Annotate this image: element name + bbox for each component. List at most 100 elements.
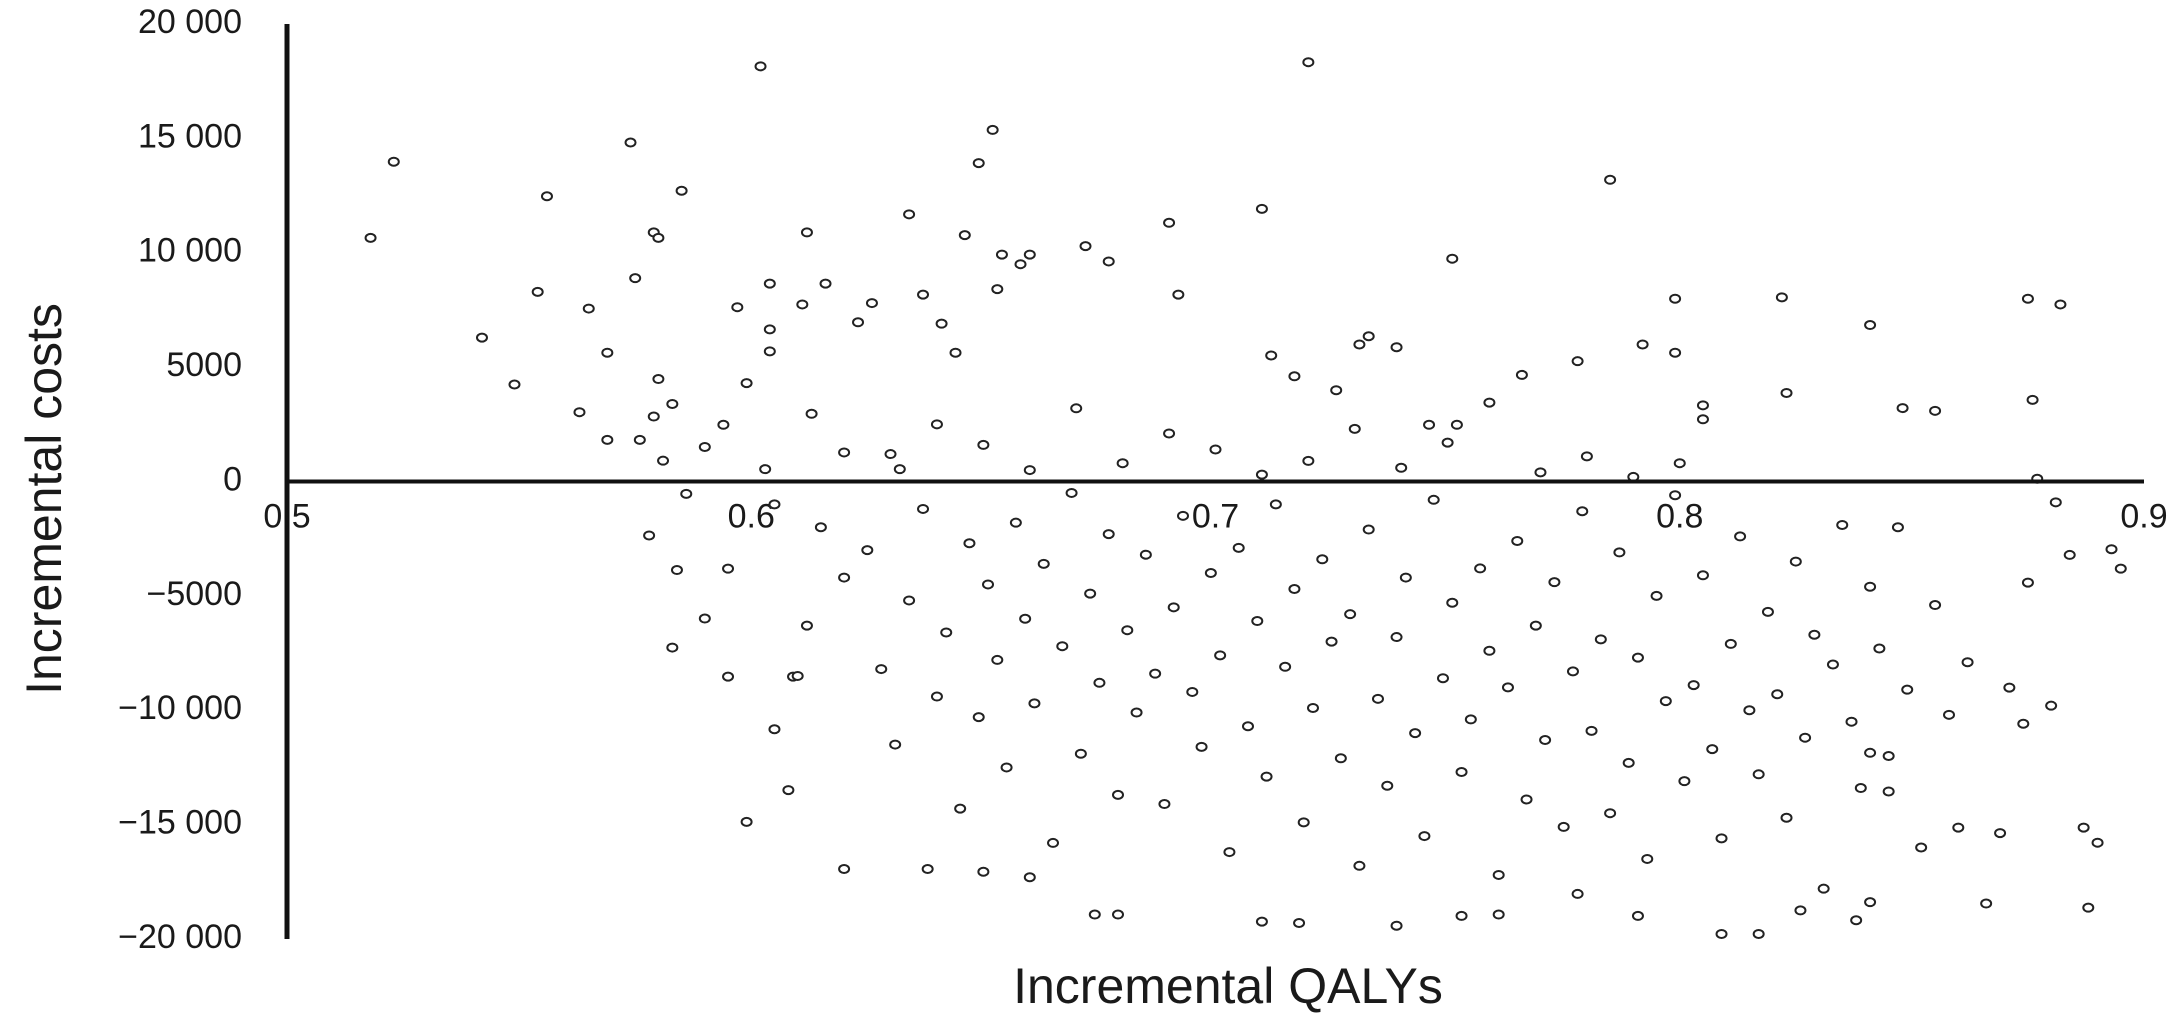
data-point [1696,570,1709,581]
data-point [1915,842,1928,853]
data-point [1079,241,1092,252]
data-point [1223,847,1236,858]
data-point [1929,405,1942,416]
data-point [903,209,916,220]
data-point [1047,837,1060,848]
data-point [791,670,804,681]
data-point [1084,588,1097,599]
data-point [2021,577,2034,588]
data-point [819,278,832,289]
data-point [582,303,595,314]
data-point [1882,751,1895,761]
data-point [954,803,967,814]
data-point [977,439,990,450]
data-point [1088,909,1101,920]
x-tick-label: 0.9 [2120,498,2167,536]
data-point [1177,510,1190,521]
y-tick-label: 0 [223,460,242,498]
data-point [800,227,813,238]
data-point [1631,910,1644,921]
data-point [1316,554,1329,565]
data-point [1534,467,1547,478]
data-point [1330,385,1343,396]
data-point [1501,682,1514,693]
data-point [1845,716,1858,727]
data-point [1854,783,1867,794]
data-point [1539,734,1552,745]
data-point [1464,714,1477,725]
data-point [1771,689,1784,700]
data-point [782,785,795,796]
data-point [2054,299,2067,310]
data-point [1752,769,1765,780]
data-point [1613,547,1626,558]
data-point [1571,356,1584,367]
data-point [657,455,670,466]
data-point [1864,320,1877,331]
data-point [1492,909,1505,920]
data-point [1794,905,1807,916]
data-point [1673,458,1686,469]
data-point [1037,558,1050,569]
data-point [1302,57,1315,68]
data-point [1390,632,1403,643]
data-point [958,230,971,241]
data-point [763,346,776,357]
data-point [796,299,809,310]
data-point [875,664,888,675]
data-point [1344,609,1357,620]
data-point [1817,883,1830,894]
data-point [805,408,818,419]
data-point [1961,657,1974,668]
data-point [1891,522,1904,533]
data-point [1255,203,1268,214]
data-point [1102,529,1115,540]
y-tick-label: 20 000 [138,3,242,41]
data-point [2082,902,2095,913]
data-point [1604,174,1617,185]
data-point [1641,853,1654,864]
data-point [2003,682,2016,693]
data-point [475,332,488,343]
data-point [1943,709,1956,720]
data-point [1864,747,1877,758]
data-point [1130,707,1143,718]
data-point [930,419,943,430]
data-point [1371,693,1384,704]
data-point [930,691,943,702]
data-point [1306,702,1319,713]
data-point [1297,817,1310,828]
data-point [1204,568,1217,578]
data-point [763,324,776,335]
data-point [1511,535,1524,546]
data-point [1836,519,1849,530]
y-tick-label: 10 000 [138,232,242,270]
y-tick-label: −20 000 [118,918,242,956]
data-point [1172,289,1185,300]
data-point [1799,732,1812,743]
data-point [1288,371,1301,382]
data-point [1390,342,1403,353]
data-point [1102,256,1115,267]
data-point [1441,437,1454,448]
data-point [838,864,851,875]
data-point [740,378,753,389]
data-point [1474,563,1487,574]
data-point [1715,833,1728,844]
data-point [1882,786,1895,797]
data-point [1455,767,1468,778]
data-point [629,273,642,284]
data-point [1492,869,1505,880]
y-tick-label: −15 000 [118,804,242,842]
data-point [1293,917,1306,928]
data-point [1929,600,1942,611]
data-point [995,249,1008,260]
data-point [1446,253,1459,264]
data-point [763,278,776,289]
data-point [1571,888,1584,899]
data-point [1023,872,1036,883]
data-point [991,284,1004,295]
data-point [759,464,772,475]
data-point [1260,771,1273,782]
